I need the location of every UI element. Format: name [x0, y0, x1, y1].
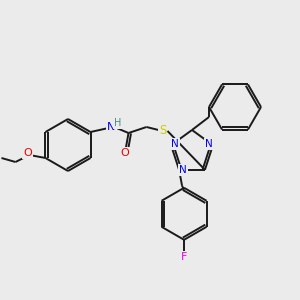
Text: N: N: [107, 122, 116, 132]
Text: S: S: [159, 124, 166, 137]
Text: O: O: [120, 148, 129, 158]
Text: N: N: [171, 139, 179, 149]
Text: O: O: [23, 148, 32, 158]
Text: N: N: [205, 139, 213, 149]
Text: H: H: [114, 118, 121, 128]
Text: F: F: [181, 252, 187, 262]
Text: N: N: [179, 165, 187, 175]
